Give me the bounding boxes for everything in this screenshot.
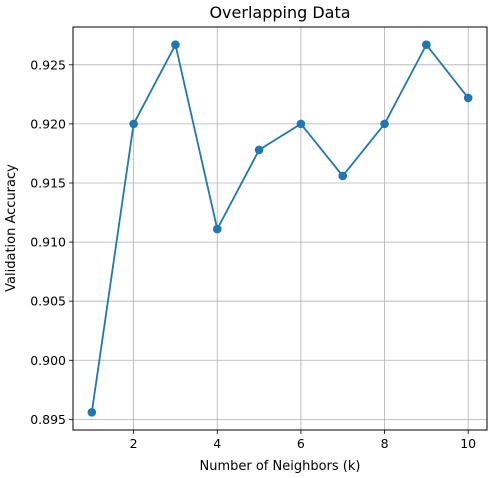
series-line [90, 42, 469, 413]
x-axis: 2 4 6 8 10 [130, 430, 476, 451]
x-tick-label: 4 [213, 436, 221, 451]
data-point [87, 407, 97, 417]
data-point [171, 40, 180, 50]
data-point [380, 119, 389, 129]
y-tick-label: 0.925 [30, 57, 66, 72]
y-tick-label: 0.910 [30, 235, 66, 250]
data-point [212, 224, 222, 234]
y-tick-label: 0.895 [30, 412, 66, 427]
chart-title: Overlapping Data [209, 3, 350, 22]
series-layer [87, 40, 473, 417]
data-point [422, 40, 431, 50]
grid [73, 27, 487, 430]
y-axis: 0.895 0.900 0.905 0.910 0.915 0.920 0.925 [30, 57, 73, 427]
data-point [296, 119, 306, 129]
data-point [254, 145, 264, 155]
x-tick-label: 10 [460, 436, 476, 451]
y-tick-label: 0.920 [30, 116, 66, 131]
data-point [463, 93, 473, 103]
y-axis-label: Validation Accuracy [4, 164, 19, 292]
y-tick-label: 0.900 [30, 353, 66, 368]
x-tick-label: 2 [130, 436, 138, 451]
x-axis-label: Number of Neighbors (k) [200, 459, 361, 474]
plot-area-frame [72, 26, 488, 431]
x-tick-label: 6 [297, 436, 305, 451]
x-tick-label: 8 [381, 436, 389, 451]
y-tick-label: 0.905 [30, 294, 66, 309]
data-point [338, 171, 348, 181]
y-tick-label: 0.915 [30, 176, 66, 191]
data-point [129, 119, 138, 129]
